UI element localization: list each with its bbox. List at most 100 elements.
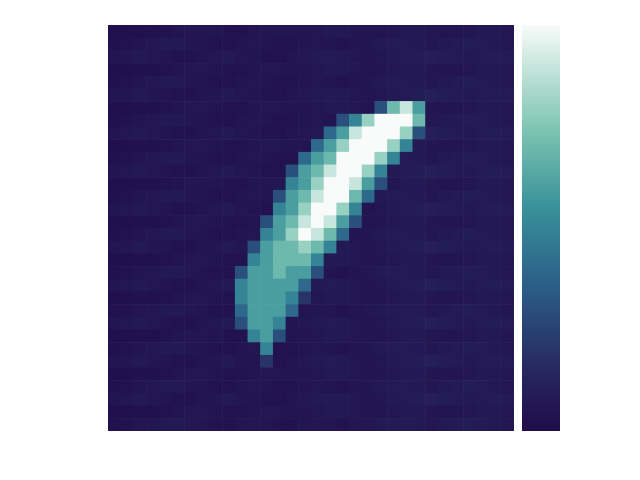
heatmap-cell	[501, 177, 514, 190]
heatmap-cell	[489, 203, 502, 216]
heatmap-cell	[184, 177, 197, 190]
heatmap-cell	[400, 165, 413, 178]
heatmap-cell	[476, 317, 489, 330]
heatmap-cell	[336, 355, 349, 368]
heatmap-cell	[273, 241, 286, 254]
heatmap-cell	[260, 38, 273, 51]
heatmap-cell	[260, 406, 273, 419]
heatmap-cell	[463, 380, 476, 393]
heatmap-cell	[222, 241, 235, 254]
heatmap-cell	[210, 253, 223, 266]
heatmap-cell	[298, 50, 311, 63]
heatmap-cell	[235, 393, 248, 406]
heatmap-cell	[260, 88, 273, 101]
heatmap-cell	[438, 38, 451, 51]
heatmap-cell	[248, 114, 261, 127]
heatmap-cell	[324, 253, 337, 266]
heatmap-cell	[463, 76, 476, 89]
heatmap-cell	[413, 190, 426, 203]
heatmap-cell	[184, 342, 197, 355]
heatmap-cell	[476, 25, 489, 38]
heatmap-cell	[413, 88, 426, 101]
heatmap-cell	[260, 317, 273, 330]
heatmap-cell	[146, 355, 159, 368]
heatmap-cell	[171, 165, 184, 178]
heatmap-cell	[235, 355, 248, 368]
heatmap-cell	[197, 279, 210, 292]
heatmap-cell	[108, 38, 121, 51]
heatmap-cell	[438, 190, 451, 203]
heatmap-cell	[184, 393, 197, 406]
heatmap-cell	[425, 215, 438, 228]
heatmap-cell	[121, 63, 134, 76]
heatmap-cell	[235, 50, 248, 63]
heatmap-cell	[222, 279, 235, 292]
heatmap-cell	[324, 418, 337, 431]
heatmap-cell	[362, 279, 375, 292]
heatmap-cell	[451, 139, 464, 152]
heatmap-cell	[146, 88, 159, 101]
heatmap-cell	[413, 355, 426, 368]
heatmap-cell	[108, 50, 121, 63]
heatmap-cell	[362, 152, 375, 165]
heatmap-cell	[413, 165, 426, 178]
heatmap-cell	[451, 127, 464, 140]
heatmap-cell	[146, 177, 159, 190]
heatmap-cell	[171, 228, 184, 241]
heatmap-cell	[133, 266, 146, 279]
heatmap-cell	[463, 177, 476, 190]
heatmap-cell	[425, 393, 438, 406]
heatmap-cell	[121, 380, 134, 393]
heatmap-cell	[184, 152, 197, 165]
heatmap-cell	[121, 88, 134, 101]
heatmap-cell	[184, 139, 197, 152]
heatmap-cell	[248, 228, 261, 241]
heatmap-cell	[438, 203, 451, 216]
heatmap-cell	[362, 190, 375, 203]
heatmap-cell	[349, 380, 362, 393]
heatmap-cell	[159, 76, 172, 89]
heatmap-cell	[197, 139, 210, 152]
heatmap-cell	[286, 165, 299, 178]
heatmap-cell	[171, 190, 184, 203]
heatmap-cell	[501, 76, 514, 89]
heatmap-cell	[298, 25, 311, 38]
heatmap-cell	[425, 114, 438, 127]
heatmap-cell	[438, 418, 451, 431]
heatmap-cell	[476, 190, 489, 203]
heatmap-cell	[476, 253, 489, 266]
heatmap-cell	[324, 304, 337, 317]
heatmap-cell	[451, 228, 464, 241]
heatmap-cell	[286, 304, 299, 317]
heatmap-cell	[476, 418, 489, 431]
heatmap-cell	[387, 279, 400, 292]
heatmap-cell	[121, 304, 134, 317]
heatmap-cell	[425, 418, 438, 431]
heatmap-cell	[476, 355, 489, 368]
heatmap-cell	[374, 355, 387, 368]
heatmap-cell	[400, 215, 413, 228]
heatmap-cell	[171, 342, 184, 355]
heatmap-cell	[387, 393, 400, 406]
heatmap-cell	[374, 330, 387, 343]
heatmap-cell	[121, 139, 134, 152]
heatmap-cell	[184, 291, 197, 304]
heatmap-cell	[235, 203, 248, 216]
heatmap-cell	[425, 330, 438, 343]
heatmap-cell	[349, 406, 362, 419]
heatmap-cell	[133, 127, 146, 140]
heatmap-cell	[108, 228, 121, 241]
heatmap-cell	[171, 241, 184, 254]
heatmap-cell	[362, 114, 375, 127]
heatmap-cell	[210, 63, 223, 76]
heatmap-cell	[146, 228, 159, 241]
heatmap-cell	[273, 203, 286, 216]
heatmap-cell	[184, 50, 197, 63]
heatmap-cell	[298, 38, 311, 51]
heatmap-cell	[108, 253, 121, 266]
heatmap-cell	[222, 63, 235, 76]
heatmap-cell	[324, 355, 337, 368]
heatmap-cell	[311, 127, 324, 140]
heatmap-cell	[298, 317, 311, 330]
heatmap-cell	[146, 38, 159, 51]
